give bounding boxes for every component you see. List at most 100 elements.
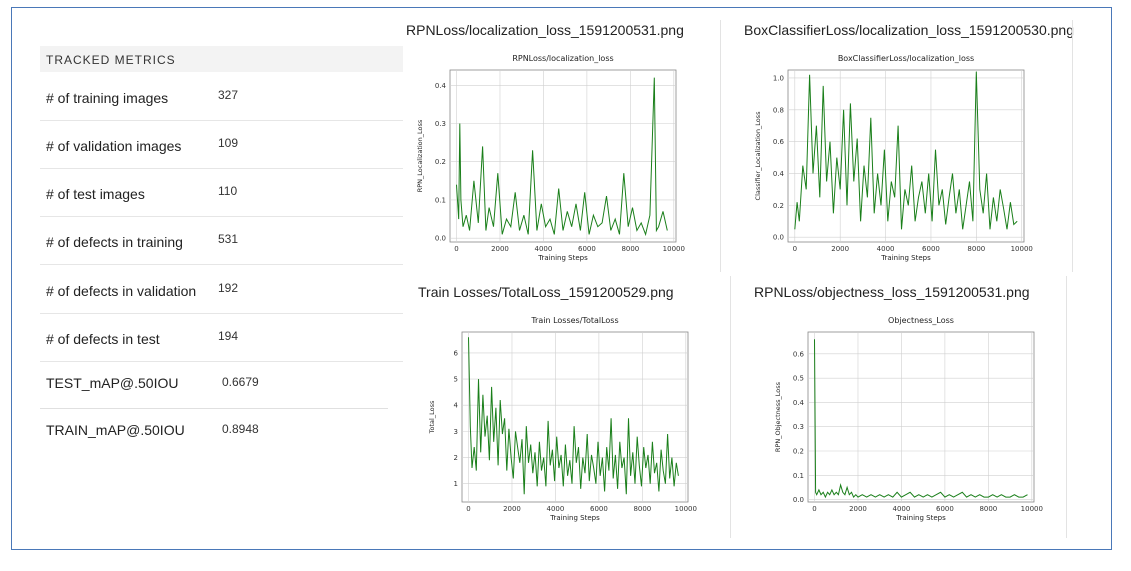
x-axis-label: Training Steps — [880, 254, 931, 262]
x-tick-label: 0 — [793, 245, 797, 253]
panel-divider — [1072, 20, 1073, 272]
y-axis-label: RPN_Objectness_Loss — [774, 381, 782, 452]
y-tick-label: 5 — [454, 376, 458, 384]
map-metric-value: 0.6679 — [222, 375, 259, 389]
y-tick-label: 0.5 — [793, 375, 804, 383]
x-tick-label: 4000 — [893, 505, 911, 513]
x-tick-label: 4000 — [547, 505, 565, 513]
map-metric-label: TEST_mAP@.50IOU — [46, 375, 179, 391]
y-tick-label: 1.0 — [773, 74, 784, 82]
x-tick-label: 6000 — [578, 245, 596, 253]
map-metric-label: TRAIN_mAP@.50IOU — [46, 422, 185, 438]
metric-row: # of defects in training 531 — [40, 216, 403, 265]
y-tick-label: 0.2 — [435, 158, 446, 166]
metric-row: # of defects in validation 192 — [40, 265, 403, 314]
y-tick-label: 0.3 — [793, 423, 804, 431]
x-tick-label: 6000 — [936, 505, 954, 513]
chart-title: RPNLoss/localization_loss — [512, 54, 613, 63]
y-tick-label: 0.1 — [793, 472, 804, 480]
x-tick-label: 8000 — [979, 505, 997, 513]
x-tick-label: 2000 — [831, 245, 849, 253]
x-tick-label: 4000 — [535, 245, 553, 253]
metric-label: # of defects in test — [46, 331, 160, 347]
metric-value: 531 — [218, 232, 239, 246]
x-axis-label: Training Steps — [895, 514, 946, 522]
x-tick-label: 2000 — [849, 505, 867, 513]
x-tick-label: 8000 — [967, 245, 985, 253]
chart-panel-objectness-loss: RPNLoss/objectness_loss_1591200531.png O… — [748, 276, 1066, 538]
y-tick-label: 0.2 — [793, 448, 804, 456]
metric-value: 109 — [218, 136, 239, 150]
series-line — [468, 337, 679, 495]
metric-value: 194 — [218, 329, 239, 343]
x-tick-label: 10000 — [1021, 505, 1043, 513]
y-tick-label: 0.3 — [435, 120, 446, 128]
y-axis-label: Classifier_Localization_Loss — [754, 111, 762, 201]
chart-total-loss: Train Losses/TotalLoss 0 2000 4000 6000 8000 1… — [428, 316, 697, 522]
x-tick-label: 10000 — [663, 245, 685, 253]
map-metric-row: TEST_mAP@.50IOU 0.6679 — [40, 361, 388, 409]
x-tick-label: 10000 — [675, 505, 697, 513]
metric-label: # of defects in validation — [46, 283, 197, 299]
metric-row: # of training images 327 — [40, 72, 403, 121]
x-tick-label: 10000 — [1011, 245, 1033, 253]
metric-label: # of validation images — [46, 138, 182, 154]
chart-objectness-loss: Objectness_Loss 0 2000 4000 6000 8000 10000 0.0… — [774, 316, 1043, 522]
x-axis-label: Training Steps — [537, 254, 588, 262]
metric-label: # of training images — [46, 90, 169, 106]
y-tick-label: 0.4 — [435, 82, 447, 90]
y-tick-label: 4 — [454, 402, 459, 410]
y-tick-label: 3 — [454, 428, 458, 436]
y-axis-label: RPN_Localization_Loss — [416, 119, 424, 192]
metric-row: # of test images 110 — [40, 168, 403, 217]
x-tick-label: 4000 — [877, 245, 895, 253]
y-tick-label: 0.1 — [435, 196, 446, 204]
x-tick-label: 8000 — [621, 245, 639, 253]
chart-panel-boxclassifier-localization: BoxClassifierLoss/localization_loss_1591… — [744, 18, 1074, 274]
x-tick-label: 8000 — [633, 505, 651, 513]
chart-rpn-localization-loss: RPNLoss/localization_loss 0 2000 4000 6000 80… — [416, 54, 685, 262]
map-metric-row: TRAIN_mAP@.50IOU 0.8948 — [40, 408, 388, 455]
y-axis-label: Total_Loss — [428, 400, 436, 434]
metric-label: # of defects in training — [46, 234, 183, 250]
x-tick-label: 6000 — [590, 505, 608, 513]
x-tick-label: 2000 — [491, 245, 509, 253]
chart-panel-total-loss: Train Losses/TotalLoss_1591200529.png Tr… — [412, 276, 730, 538]
chart-title: BoxClassifierLoss/localization_loss — [838, 54, 974, 63]
y-tick-label: 0.0 — [773, 234, 784, 242]
plot-area — [787, 69, 1025, 243]
x-tick-label: 0 — [812, 505, 816, 513]
chart-boxclassifier-localization-loss: BoxClassifierLoss/localization_loss 0 2000… — [754, 54, 1033, 262]
y-tick-label: 0.4 — [773, 170, 785, 178]
y-tick-label: 6 — [454, 349, 459, 357]
y-tick-label: 0.0 — [435, 235, 446, 243]
panel-divider — [720, 20, 721, 272]
metric-row: # of defects in test 194 — [40, 313, 403, 362]
y-tick-label: 2 — [454, 454, 458, 462]
panel-filename: Train Losses/TotalLoss_1591200529.png — [418, 284, 674, 300]
metric-row: # of validation images 109 — [40, 120, 403, 169]
y-tick-label: 0.0 — [793, 496, 804, 504]
series-line — [794, 71, 1018, 230]
y-tick-label: 1 — [454, 480, 458, 488]
panel-filename: BoxClassifierLoss/localization_loss_1591… — [744, 22, 1074, 38]
plot-area — [449, 69, 677, 243]
y-tick-label: 0.2 — [773, 202, 784, 210]
metric-value: 110 — [218, 184, 238, 198]
series-line — [456, 77, 668, 237]
y-tick-label: 0.8 — [773, 106, 784, 114]
panel-divider — [1066, 276, 1067, 538]
metrics-header: TRACKED METRICS — [40, 46, 403, 72]
chart-title: Objectness_Loss — [888, 316, 954, 325]
metric-value: 192 — [218, 281, 239, 295]
metric-value: 327 — [218, 88, 239, 102]
plot-area — [807, 331, 1035, 503]
y-tick-label: 0.4 — [793, 399, 805, 407]
x-tick-label: 0 — [466, 505, 470, 513]
metric-label: # of test images — [46, 186, 145, 202]
y-tick-label: 0.6 — [793, 350, 805, 358]
x-tick-label: 6000 — [922, 245, 940, 253]
panel-divider — [730, 276, 731, 538]
panel-filename: RPNLoss/localization_loss_1591200531.png — [406, 22, 684, 38]
x-tick-label: 2000 — [503, 505, 521, 513]
